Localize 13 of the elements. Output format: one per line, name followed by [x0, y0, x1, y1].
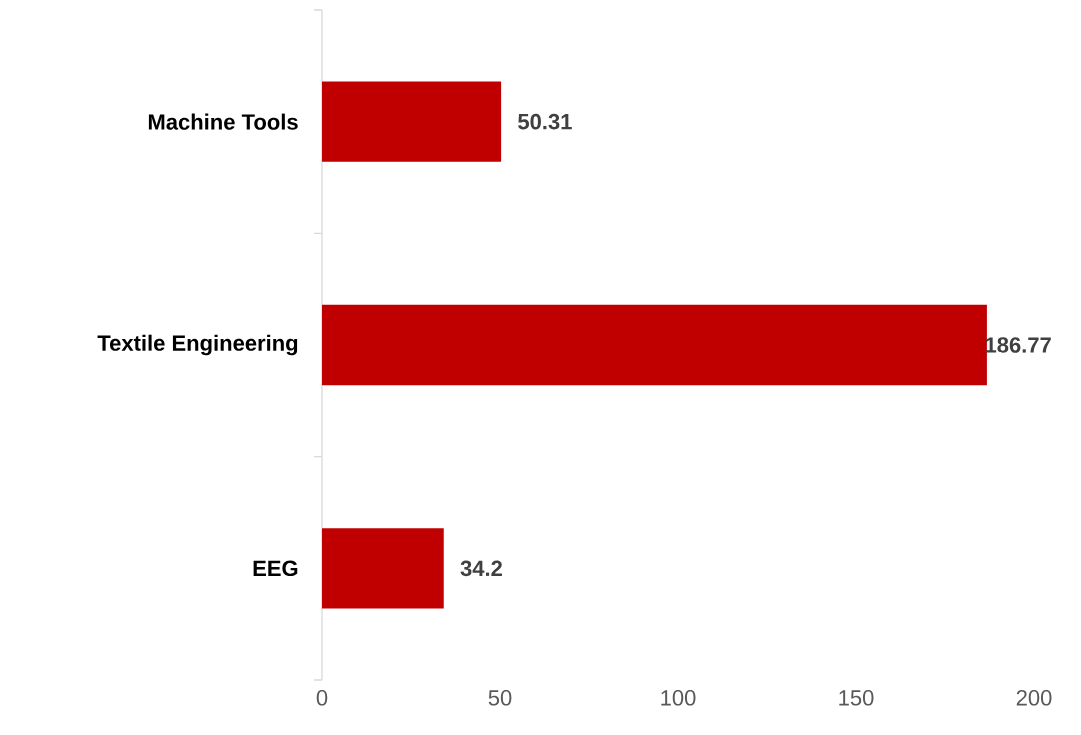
bar [322, 81, 502, 162]
bar [322, 528, 444, 609]
x-tick-label: 150 [839, 690, 874, 706]
x-tick-label: 0 [316, 690, 328, 706]
x-tick-label: 200 [1016, 690, 1052, 706]
x-tick-label: 50 [488, 690, 512, 706]
y-tick-label: Machine Tools [148, 113, 298, 130]
y-tick-label: EEG [253, 560, 298, 577]
bar [322, 304, 987, 386]
y-tick-label: Textile Engineering [97, 334, 298, 356]
data-label: 50.31 [518, 113, 572, 130]
x-tick-label: 100 [661, 690, 696, 706]
data-label: 34.2 [460, 560, 502, 577]
